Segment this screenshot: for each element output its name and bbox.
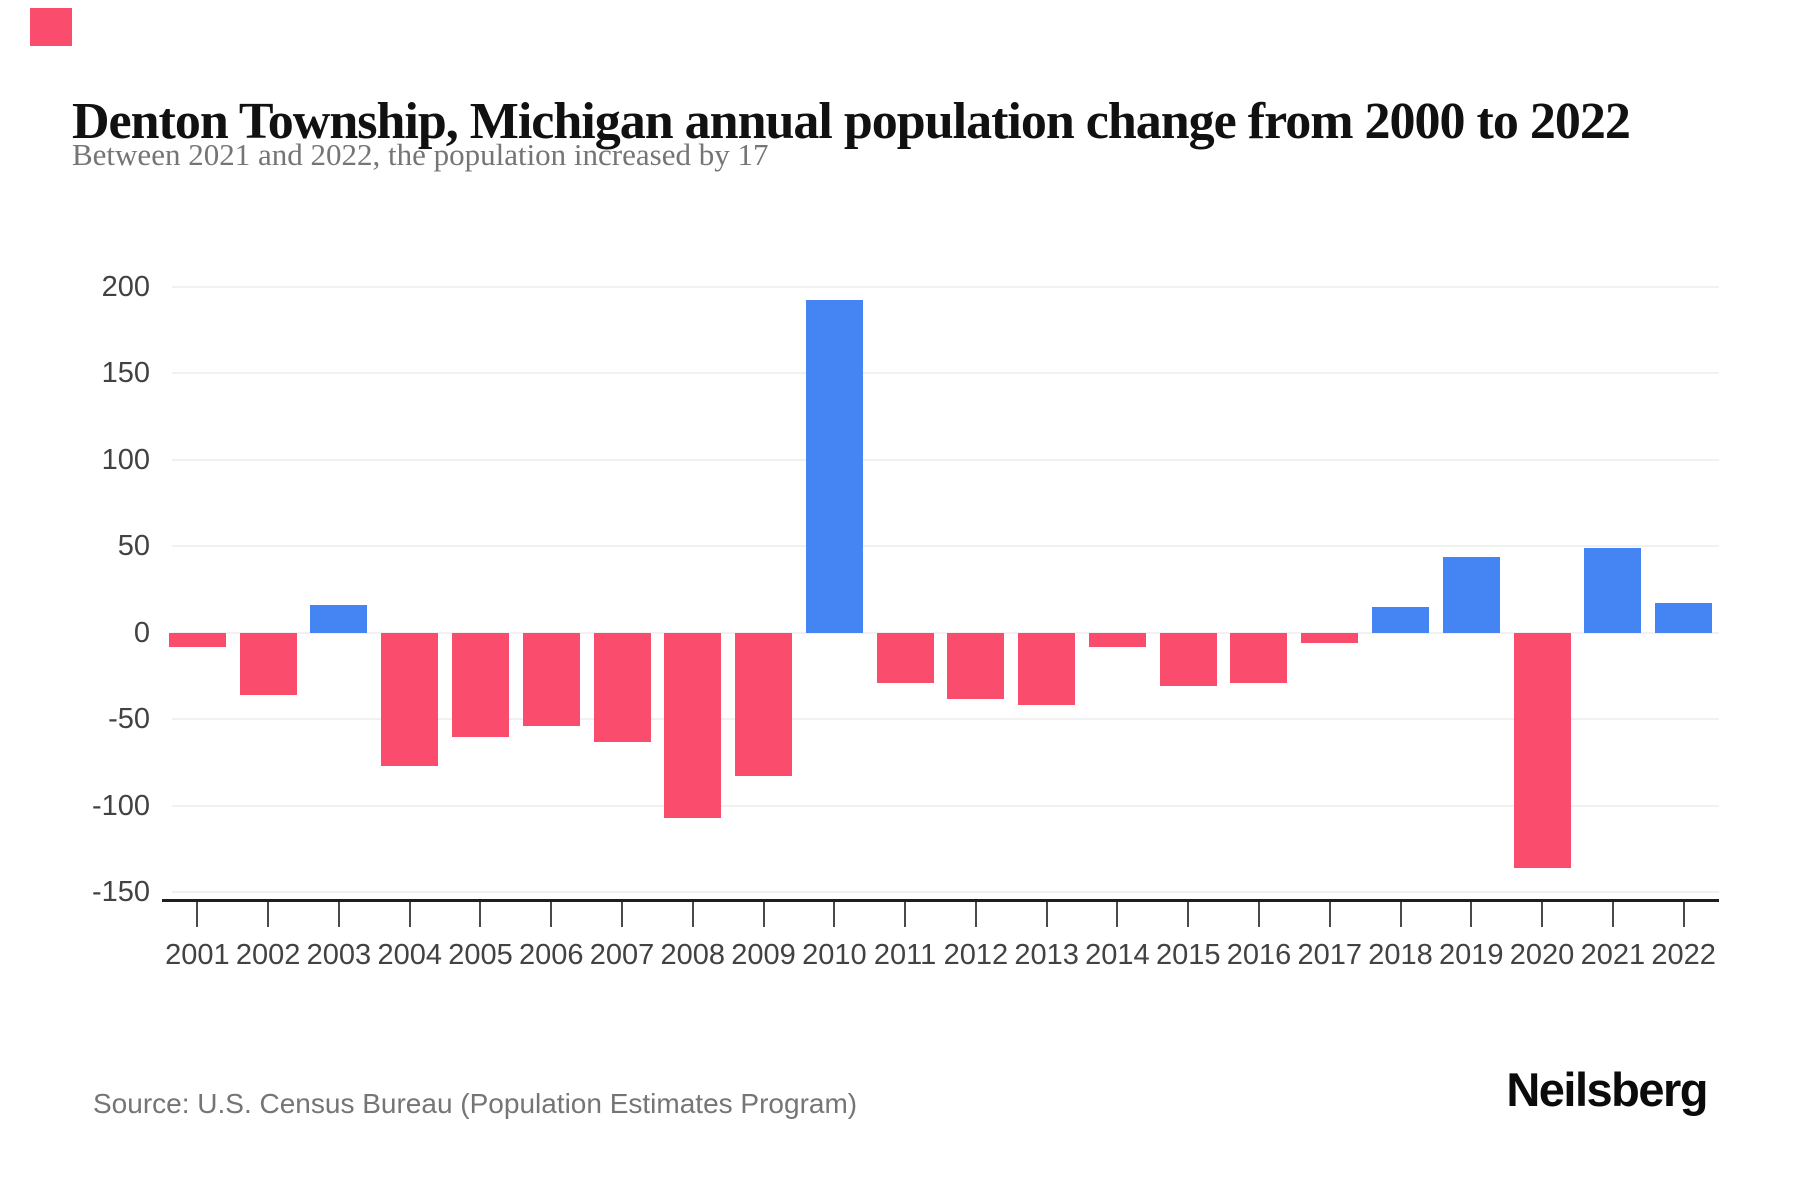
x-axis-label: 2003: [306, 939, 372, 971]
neilsberg-logo: Neilsberg: [1506, 1063, 1708, 1116]
x-axis-tick: [196, 902, 199, 927]
y-axis-label: 150: [101, 357, 150, 390]
bar-2002: [239, 632, 297, 696]
bar-2007: [593, 632, 651, 742]
x-axis-label: 2010: [802, 939, 867, 971]
chart-subtitle: Between 2021 and 2022, the population in…: [72, 137, 769, 172]
x-axis-label: 2001: [165, 939, 230, 971]
x-axis-tick: [550, 902, 553, 927]
bar-2008: [664, 632, 722, 818]
plot-area: [162, 278, 1719, 901]
x-axis-tick: [1541, 902, 1544, 927]
bar-2012: [947, 632, 1005, 699]
x-axis-tick: [1045, 902, 1048, 927]
x-axis-label: 2013: [1014, 939, 1079, 971]
x-axis-label: 2015: [1155, 939, 1221, 971]
bar-2006: [522, 632, 580, 727]
bar-2011: [876, 632, 934, 683]
gridline: [172, 285, 1719, 288]
bar-2003: [310, 605, 368, 633]
x-axis-tick: [337, 902, 340, 927]
x-axis-label: 2002: [235, 939, 301, 971]
x-axis-tick: [1399, 902, 1402, 927]
x-axis-tick: [621, 902, 624, 927]
x-axis-tick: [479, 902, 482, 927]
gridline: [172, 458, 1719, 461]
x-axis-label: 2021: [1580, 939, 1646, 971]
x-axis-tick: [1328, 902, 1331, 927]
x-axis-line: [162, 899, 1719, 902]
x-axis-label: 2019: [1439, 939, 1504, 971]
bar-2009: [735, 632, 793, 777]
bar-2014: [1088, 632, 1146, 647]
bar-2022: [1655, 603, 1713, 633]
x-axis-tick: [691, 902, 694, 927]
y-axis-label: 0: [133, 616, 150, 649]
x-axis-tick: [1187, 902, 1190, 927]
x-axis-label: 2017: [1297, 939, 1362, 971]
x-axis-label: 2011: [873, 939, 937, 971]
x-axis-label: 2022: [1651, 939, 1716, 971]
x-axis-tick: [904, 902, 907, 927]
bar-2001: [168, 632, 226, 647]
y-axis-label: -100: [91, 789, 150, 822]
x-axis-tick: [1257, 902, 1260, 927]
bar-2021: [1584, 547, 1642, 633]
x-axis-label: 2014: [1085, 939, 1150, 971]
x-axis-label: 2020: [1509, 939, 1575, 971]
x-axis-label: 2018: [1368, 939, 1433, 971]
x-axis-label: 2006: [518, 939, 584, 971]
y-axis-label: -50: [108, 703, 150, 736]
x-axis-tick: [1611, 902, 1614, 927]
x-axis-tick: [762, 902, 765, 927]
x-axis-label: 2008: [660, 939, 726, 971]
x-axis-label: 2004: [377, 939, 442, 971]
bar-2015: [1159, 632, 1217, 687]
x-axis-tick: [1682, 902, 1685, 927]
bar-2017: [1301, 632, 1359, 644]
x-axis-label: 2012: [943, 939, 1009, 971]
y-axis-label: 50: [117, 530, 150, 563]
x-axis-tick: [974, 902, 977, 927]
x-axis-label: 2007: [589, 939, 655, 971]
source-note: Source: U.S. Census Bureau (Population E…: [93, 1088, 858, 1119]
gridline: [172, 372, 1719, 375]
bar-2018: [1372, 606, 1430, 633]
bar-2010: [805, 300, 863, 633]
x-axis-label: 2016: [1226, 939, 1292, 971]
gridline: [172, 804, 1719, 807]
gridline: [172, 891, 1719, 894]
x-axis-tick: [1116, 902, 1119, 927]
x-axis-tick: [1470, 902, 1473, 927]
y-axis-label: -150: [91, 876, 150, 909]
x-axis-tick: [408, 902, 411, 927]
y-axis-label: 100: [101, 443, 150, 476]
bar-2004: [381, 632, 439, 766]
x-axis-label: 2009: [731, 939, 796, 971]
corner-marker: [30, 8, 72, 46]
x-axis-tick: [267, 902, 270, 927]
gridline: [172, 631, 1719, 634]
x-axis-tick: [833, 902, 836, 927]
bar-2020: [1513, 632, 1571, 869]
chart-title: Denton Township, Michigan annual populat…: [72, 92, 1631, 150]
bar-2013: [1018, 632, 1076, 706]
x-axis-label: 2005: [448, 939, 513, 971]
y-axis-label: 200: [101, 270, 150, 303]
gridline: [172, 545, 1719, 548]
bar-2005: [451, 632, 509, 737]
bar-2019: [1442, 556, 1500, 633]
gridline: [172, 718, 1719, 721]
bar-2016: [1230, 632, 1288, 683]
